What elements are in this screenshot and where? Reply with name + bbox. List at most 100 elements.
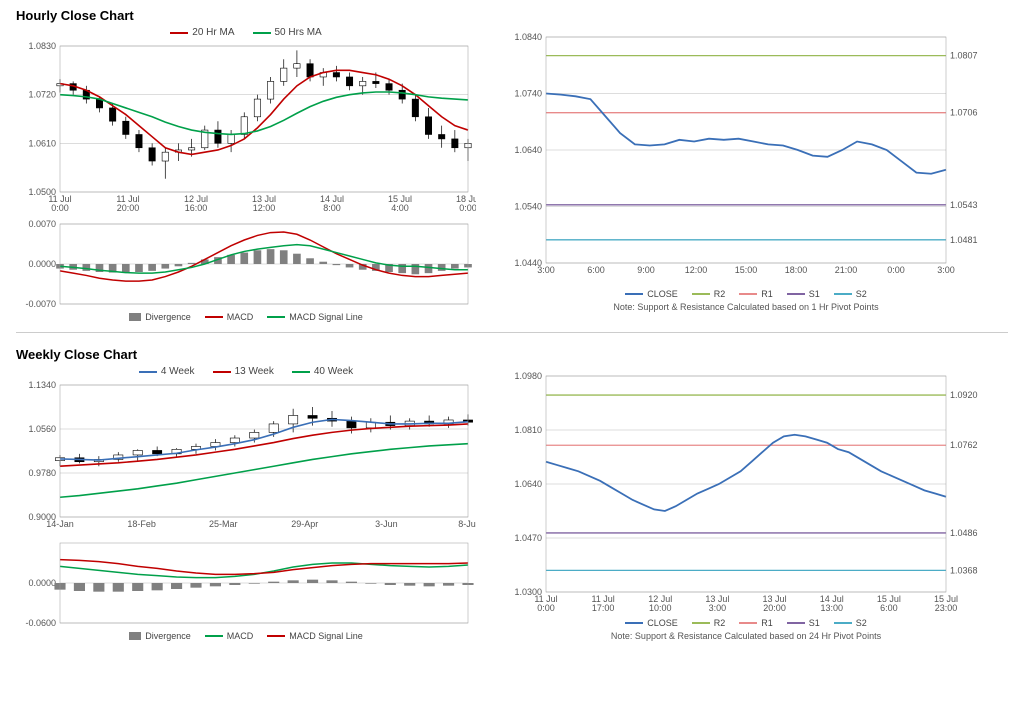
legend-item: CLOSE [625, 289, 678, 299]
legend-swatch [834, 293, 852, 295]
svg-text:17:00: 17:00 [592, 603, 615, 613]
legend-label: R2 [714, 289, 726, 299]
legend-item: Divergence [129, 631, 191, 641]
legend-label: 20 Hr MA [192, 27, 234, 38]
hourly-sr-note: Note: Support & Resistance Calculated ba… [496, 302, 996, 312]
legend-label: R1 [761, 618, 773, 628]
svg-text:10:00: 10:00 [649, 603, 672, 613]
legend-item: MACD Signal Line [267, 631, 363, 641]
legend-label: S2 [856, 618, 867, 628]
legend-label: CLOSE [647, 618, 678, 628]
legend-label: MACD [227, 312, 254, 322]
svg-text:1.0830: 1.0830 [28, 41, 56, 51]
svg-text:18-Feb: 18-Feb [127, 519, 156, 529]
svg-text:3:00: 3:00 [537, 265, 555, 275]
legend-swatch [139, 371, 157, 373]
legend-item: R1 [739, 618, 773, 628]
svg-text:13:00: 13:00 [820, 603, 843, 613]
legend-swatch [625, 622, 643, 624]
svg-text:1.0481: 1.0481 [950, 235, 978, 245]
legend-item: S2 [834, 618, 867, 628]
svg-text:12:00: 12:00 [253, 203, 276, 213]
svg-text:1.0470: 1.0470 [514, 533, 542, 543]
legend-item: R1 [739, 289, 773, 299]
legend-item: R2 [692, 618, 726, 628]
svg-text:0:00: 0:00 [537, 603, 555, 613]
weekly-price-chart: 4 Week13 Week40 Week 0.90000.97801.05601… [16, 366, 476, 539]
svg-text:12:00: 12:00 [685, 265, 708, 275]
legend-label: R1 [761, 289, 773, 299]
svg-text:16:00: 16:00 [185, 203, 208, 213]
svg-text:1.0560: 1.0560 [28, 424, 56, 434]
svg-text:1.0640: 1.0640 [514, 145, 542, 155]
svg-text:1.0920: 1.0920 [950, 390, 978, 400]
svg-text:1.0610: 1.0610 [28, 138, 56, 148]
hourly-price-chart: 20 Hr MA50 Hrs MA 1.05001.06101.07201.08… [16, 27, 476, 220]
svg-text:6:00: 6:00 [880, 603, 898, 613]
legend-swatch [267, 316, 285, 318]
legend-label: 40 Week [314, 366, 353, 377]
legend-item: CLOSE [625, 618, 678, 628]
svg-text:0:00: 0:00 [887, 265, 905, 275]
legend-swatch [787, 293, 805, 295]
svg-text:0.0000: 0.0000 [28, 578, 56, 588]
legend-swatch [267, 635, 285, 637]
svg-text:1.0840: 1.0840 [514, 32, 542, 42]
svg-text:8-Jul: 8-Jul [458, 519, 476, 529]
svg-text:1.0368: 1.0368 [950, 565, 978, 575]
svg-text:1.0640: 1.0640 [514, 479, 542, 489]
legend-item: S1 [787, 618, 820, 628]
svg-text:20:00: 20:00 [763, 603, 786, 613]
legend-label: MACD Signal Line [289, 312, 363, 322]
legend-label: S1 [809, 289, 820, 299]
svg-text:1.0486: 1.0486 [950, 528, 978, 538]
legend-swatch [625, 293, 643, 295]
weekly-title: Weekly Close Chart [16, 347, 1008, 362]
legend-item: S2 [834, 289, 867, 299]
legend-label: MACD Signal Line [289, 631, 363, 641]
section-divider [16, 332, 1008, 333]
svg-text:1.1340: 1.1340 [28, 380, 56, 390]
legend-swatch [253, 32, 271, 34]
svg-text:6:00: 6:00 [587, 265, 605, 275]
legend-label: R2 [714, 618, 726, 628]
hourly-macd-chart: -0.00700.00000.0070 DivergenceMACDMACD S… [16, 220, 476, 322]
svg-text:23:00: 23:00 [935, 603, 958, 613]
svg-text:8:00: 8:00 [323, 203, 341, 213]
svg-text:29-Apr: 29-Apr [291, 519, 318, 529]
svg-text:1.0706: 1.0706 [950, 108, 978, 118]
legend-swatch [292, 371, 310, 373]
svg-text:1.0762: 1.0762 [950, 440, 978, 450]
legend-swatch [787, 622, 805, 624]
legend-swatch [692, 293, 710, 295]
svg-text:1.0720: 1.0720 [28, 90, 56, 100]
legend-swatch [205, 316, 223, 318]
svg-text:3:00: 3:00 [937, 265, 955, 275]
svg-text:3-Jun: 3-Jun [375, 519, 398, 529]
weekly-sr-chart: 1.03001.04701.06401.08101.098011 Jul0:00… [496, 366, 996, 641]
svg-text:21:00: 21:00 [835, 265, 858, 275]
hourly-section: Hourly Close Chart 20 Hr MA50 Hrs MA 1.0… [0, 0, 1024, 326]
svg-text:4:00: 4:00 [391, 203, 409, 213]
svg-text:18:00: 18:00 [785, 265, 808, 275]
svg-text:1.0740: 1.0740 [514, 89, 542, 99]
svg-text:0.9780: 0.9780 [28, 468, 56, 478]
legend-label: S1 [809, 618, 820, 628]
legend-swatch [834, 622, 852, 624]
legend-label: S2 [856, 289, 867, 299]
weekly-macd-chart: -0.06000.0000 DivergenceMACDMACD Signal … [16, 539, 476, 641]
legend-swatch [213, 371, 231, 373]
svg-text:1.0543: 1.0543 [950, 200, 978, 210]
legend-swatch [692, 622, 710, 624]
svg-text:15:00: 15:00 [735, 265, 758, 275]
legend-swatch [129, 632, 141, 640]
weekly-sr-note: Note: Support & Resistance Calculated ba… [496, 631, 996, 641]
legend-item: MACD [205, 312, 254, 322]
svg-text:3:00: 3:00 [709, 603, 727, 613]
legend-label: 13 Week [235, 366, 274, 377]
hourly-sr-chart: 1.04401.05401.06401.07401.08403:006:009:… [496, 27, 996, 312]
legend-label: CLOSE [647, 289, 678, 299]
svg-text:1.0980: 1.0980 [514, 371, 542, 381]
legend-label: 50 Hrs MA [275, 27, 322, 38]
legend-item: 50 Hrs MA [253, 27, 322, 38]
